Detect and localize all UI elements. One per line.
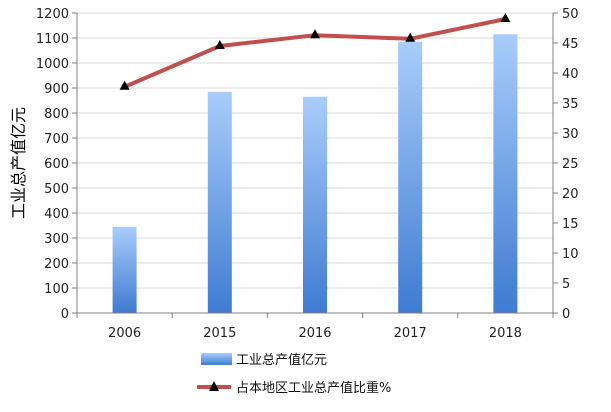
y-right-tick-label: 0	[562, 307, 570, 322]
y-right-tick-label: 45	[562, 37, 579, 52]
legend: 工业总产值亿元 占本地区工业总产值比重%	[197, 352, 391, 396]
x-tick-label: 2006	[108, 326, 141, 341]
y-right-tick-label: 40	[562, 67, 579, 82]
bar	[398, 41, 423, 313]
y-left-tick-label: 1200	[36, 7, 69, 22]
x-tick-label: 2018	[489, 326, 522, 341]
y-left-tick-label: 500	[44, 182, 69, 197]
y-left-tick-label: 700	[44, 132, 69, 147]
line-marker	[500, 13, 511, 22]
y-left-tick-label: 800	[44, 107, 69, 122]
y-right-tick-label: 20	[562, 187, 579, 202]
line-series-path	[123, 17, 506, 89]
line-layer	[119, 13, 511, 90]
bar	[303, 96, 327, 313]
bar	[493, 34, 518, 313]
line-marker	[405, 32, 416, 42]
y-axis-title-text: 工业总产值亿元	[9, 107, 28, 219]
y-left-tick-label: 900	[44, 82, 69, 97]
bar	[112, 226, 137, 313]
y-left-tick-label: 400	[44, 207, 69, 222]
bar	[207, 91, 232, 313]
x-tick-label: 2016	[298, 326, 331, 341]
y-right-tick-label: 35	[562, 97, 579, 112]
line-marker	[119, 80, 130, 90]
y-left-tick-label: 1100	[36, 32, 69, 47]
legend-line-marker	[209, 381, 219, 391]
y-left-tick-label: 200	[44, 257, 69, 272]
y-right-tick-label: 30	[562, 127, 579, 142]
x-tick-label: 2017	[394, 326, 427, 341]
y-left-tick-label: 100	[44, 282, 69, 297]
y-right-tick-label: 50	[562, 7, 579, 22]
legend-bar-label: 工业总产值亿元	[236, 352, 327, 368]
y-left-tick-label: 600	[44, 157, 69, 172]
y-left-tick-label: 1000	[36, 57, 69, 72]
axes-layer: 0100200300400500600700800900100011001200…	[36, 7, 579, 341]
x-tick-label: 2015	[203, 326, 236, 341]
line-marker	[214, 40, 225, 49]
y-right-tick-label: 15	[562, 217, 579, 232]
y-left-tick-label: 300	[44, 232, 69, 247]
y-right-tick-label: 10	[562, 247, 579, 262]
y-left-tick-label: 0	[61, 307, 69, 322]
line-marker	[310, 29, 320, 39]
bars-layer	[112, 34, 518, 313]
y-right-tick-label: 25	[562, 157, 579, 172]
legend-bar-swatch	[201, 353, 232, 365]
y-right-tick-label: 5	[562, 277, 570, 292]
y-axis-title: 工业总产值亿元	[9, 107, 28, 219]
legend-line-label: 占本地区工业总产值比重%	[236, 380, 391, 396]
